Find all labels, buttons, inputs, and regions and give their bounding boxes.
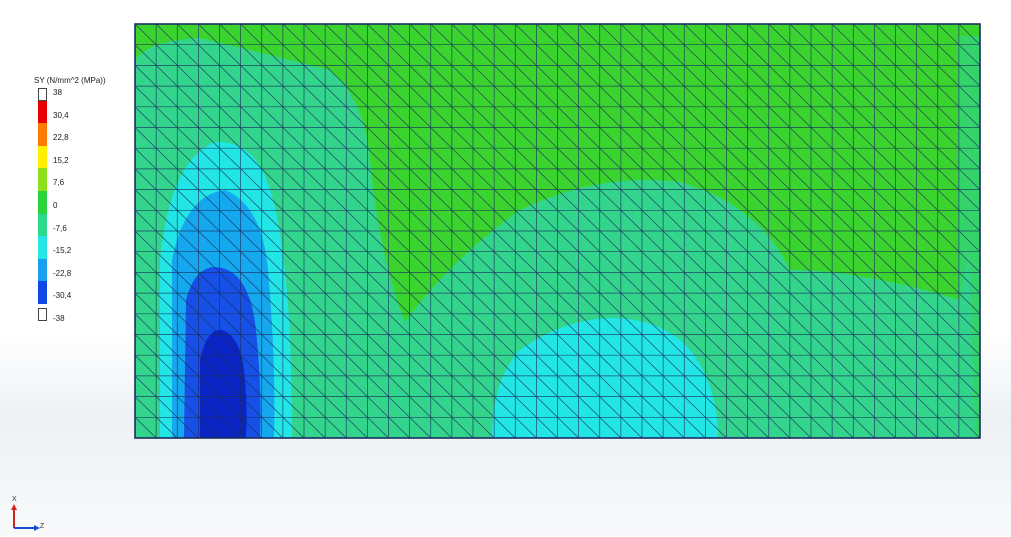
legend-title: SY (N/mm^2 (MPa)) [34, 76, 106, 85]
legend-swatch-9 [38, 281, 47, 305]
triad-graphic [11, 504, 40, 531]
legend-swatch-1 [38, 100, 47, 124]
plate-outline [134, 23, 981, 439]
fringe-band-neg38 [200, 329, 247, 438]
fringe-band-zero [135, 38, 975, 438]
orientation-triad: X Z [8, 496, 48, 532]
legend-label: 22,8 [53, 133, 69, 143]
legend-label: -30,4 [53, 291, 72, 301]
legend-label: -15,2 [53, 246, 72, 256]
legend-swatch-6 [38, 213, 47, 237]
triad-x-arrow [11, 504, 17, 510]
legend-label: -22,8 [53, 268, 72, 278]
legend-swatch-3 [38, 145, 47, 169]
legend-cap-10 [38, 308, 47, 321]
mesh-lines [135, 24, 980, 438]
triad-x-label: X [12, 496, 17, 503]
legend-label: -38 [53, 314, 65, 323]
legend-swatch-2 [38, 123, 47, 147]
legend-swatch-4 [38, 168, 47, 192]
stress-legend[interactable]: SY (N/mm^2 (MPa)) 38 30,4 22,8 15,2 7,6 0 -7,6… [10, 70, 130, 340]
triad-z-arrow [34, 525, 40, 531]
legend-swatch-5 [38, 191, 47, 214]
legend-swatch-7 [38, 236, 47, 260]
legend-label: 0 [53, 201, 58, 210]
legend-swatch-8 [38, 258, 47, 282]
legend-label: 30,4 [53, 110, 69, 120]
legend-label: 15,2 [53, 155, 69, 165]
legend-label: 38 [53, 88, 62, 97]
legend-label: -7,6 [53, 223, 67, 233]
triad-z-label: Z [40, 523, 45, 530]
legend-cap-0 [38, 88, 47, 101]
legend-label: 7,6 [53, 178, 65, 188]
mesh-overlay [135, 24, 980, 438]
